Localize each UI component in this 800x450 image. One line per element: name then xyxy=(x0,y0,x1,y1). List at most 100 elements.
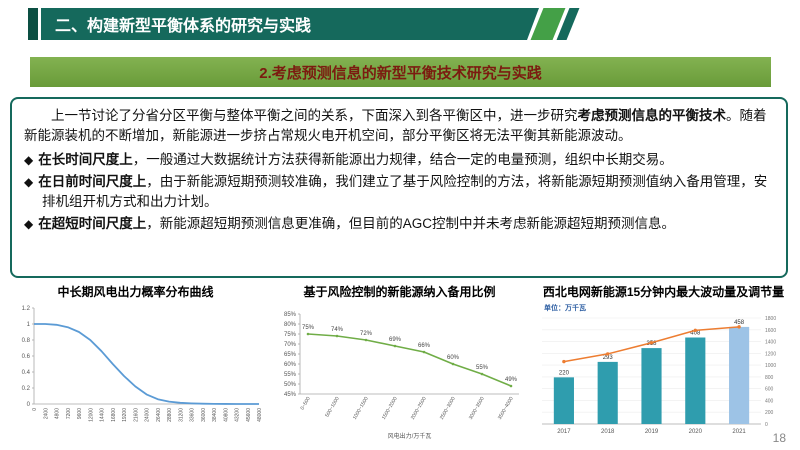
svg-text:0.2: 0.2 xyxy=(22,386,31,392)
svg-text:45600: 45600 xyxy=(246,408,252,422)
svg-text:38400: 38400 xyxy=(212,408,218,422)
slide-subtitle-banner: 2.考虑预测信息的新型平衡技术研究与实践 xyxy=(30,57,771,87)
svg-text:1: 1 xyxy=(27,322,31,328)
svg-text:1000: 1000 xyxy=(765,363,776,369)
svg-text:1.2: 1.2 xyxy=(22,306,31,312)
svg-text:0: 0 xyxy=(32,408,38,411)
svg-text:26400: 26400 xyxy=(156,408,162,422)
intro-bold-phrase: 考虑预测信息的平衡技术 xyxy=(577,108,727,123)
svg-text:12000: 12000 xyxy=(88,408,94,422)
svg-text:16800: 16800 xyxy=(111,408,117,422)
svg-text:60%: 60% xyxy=(284,362,297,368)
chart-title: 基于风险控制的新能源纳入备用比例 xyxy=(303,285,496,299)
svg-text:72%: 72% xyxy=(360,331,373,337)
section-title: 二、构建新型平衡体系的研究与实践 xyxy=(55,18,312,35)
page-number: 18 xyxy=(772,431,786,445)
svg-text:55%: 55% xyxy=(476,365,489,371)
bullet-lead: 在长时间尺度上 xyxy=(38,151,133,167)
svg-text:74%: 74% xyxy=(331,327,344,333)
svg-text:55%: 55% xyxy=(284,372,297,378)
northwest-grid-fluctuation-chart: 西北电网新能源15分钟内最大波动量及调节量 0 200 400 600 800 1000 1… xyxy=(536,284,791,440)
svg-text:3500~4000: 3500~4000 xyxy=(497,396,515,421)
svg-text:0: 0 xyxy=(27,402,31,408)
svg-text:0: 0 xyxy=(765,422,768,428)
svg-text:0.4: 0.4 xyxy=(22,370,31,376)
svg-text:4800: 4800 xyxy=(55,408,61,419)
svg-text:31200: 31200 xyxy=(178,408,184,422)
svg-text:1000~1500: 1000~1500 xyxy=(352,396,370,421)
bullet-item-ultra-short-timescale: ◆ 在超短时间尺度上，新能源超短期预测信息更准确，但目前的AGC控制中并未考虑新能… xyxy=(24,214,774,234)
svg-text:43200: 43200 xyxy=(235,408,241,422)
svg-text:0~500: 0~500 xyxy=(300,396,312,411)
svg-text:69%: 69% xyxy=(389,337,402,343)
svg-text:1800: 1800 xyxy=(765,316,776,322)
svg-text:风电出力/万千瓦: 风电出力/万千瓦 xyxy=(388,432,432,440)
bullet-diamond-icon: ◆ xyxy=(24,217,34,232)
section-header-background: 二、构建新型平衡体系的研究与实践 xyxy=(41,8,539,40)
svg-text:33600: 33600 xyxy=(190,408,196,422)
section-header-banner: 二、构建新型平衡体系的研究与实践 xyxy=(28,8,580,40)
svg-text:单位：万千瓦: 单位：万千瓦 xyxy=(544,303,586,312)
svg-text:48000: 48000 xyxy=(257,408,263,422)
svg-text:75%: 75% xyxy=(302,325,315,331)
svg-text:400: 400 xyxy=(765,398,774,404)
intro-text-2: 。随着新能源装机的不断增加，新能源进一步挤占常规火电开机空间，部分平衡区将无法平… xyxy=(24,108,767,144)
content-box: 上一节讨论了分省分区平衡与整体平衡之间的关系，下面深入到各平衡区中，进一步研究考… xyxy=(10,97,788,278)
svg-text:1600: 1600 xyxy=(765,328,776,334)
svg-text:1400: 1400 xyxy=(765,340,776,346)
svg-text:3000~3500: 3000~3500 xyxy=(468,396,486,421)
svg-text:1200: 1200 xyxy=(765,351,776,357)
bullet-item-long-timescale: ◆ 在长时间尺度上，一般通过大数据统计方法获得新能源出力规律，结合一定的电量预测，… xyxy=(24,150,774,170)
svg-text:9600: 9600 xyxy=(77,408,83,419)
bullet-text: ，新能源超短期预测信息更准确，但目前的AGC控制中并未考虑新能源超短期预测信息。 xyxy=(146,216,675,232)
northwest-grid-fluctuation-chart-canvas: 0 200 400 600 800 1000 1200 1400 1600 1800 220 2017… xyxy=(542,303,776,435)
bullet-diamond-icon: ◆ xyxy=(24,152,34,167)
svg-text:2018: 2018 xyxy=(601,429,615,435)
svg-text:21600: 21600 xyxy=(133,408,139,422)
svg-text:75%: 75% xyxy=(284,332,297,338)
header-accent-bar xyxy=(28,8,38,40)
svg-text:45%: 45% xyxy=(284,392,297,398)
svg-text:200: 200 xyxy=(765,410,774,416)
svg-text:2019: 2019 xyxy=(645,429,659,435)
bullet-item-day-ahead-timescale: ◆ 在日前时间尺度上，由于新能源短期预测较准确，我们建立了基于风险控制的方法，将新… xyxy=(24,172,774,213)
svg-text:1500~2000: 1500~2000 xyxy=(381,396,399,421)
svg-text:0.6: 0.6 xyxy=(22,354,31,360)
svg-text:2000~2500: 2000~2500 xyxy=(410,396,428,421)
svg-text:40800: 40800 xyxy=(223,408,229,422)
bullet-lead: 在日前时间尺度上 xyxy=(38,173,147,189)
svg-text:500~1000: 500~1000 xyxy=(324,396,340,419)
chart-title: 中长期风电出力概率分布曲线 xyxy=(57,285,214,299)
svg-text:458: 458 xyxy=(734,320,745,326)
intro-text-1: 上一节讨论了分省分区平衡与整体平衡之间的关系，下面深入到各平衡区中，进一步研究 xyxy=(51,108,578,123)
svg-text:36000: 36000 xyxy=(201,408,207,422)
reserve-ratio-chart: 基于风险控制的新能源纳入备用比例 45% 50% 55% 60% 65% 70% 75% 80… xyxy=(272,284,527,440)
bullet-diamond-icon: ◆ xyxy=(24,174,34,189)
wind-probability-chart-canvas: 0 0.2 0.4 0.6 0.8 1 1.2 0 2400 4800 7200 9600 12000 1… xyxy=(22,306,263,422)
svg-text:800: 800 xyxy=(765,375,774,381)
svg-text:2017: 2017 xyxy=(557,429,571,435)
svg-text:19200: 19200 xyxy=(122,408,128,422)
svg-text:80%: 80% xyxy=(284,322,297,328)
svg-text:60%: 60% xyxy=(447,355,460,361)
bullet-text: ，一般通过大数据统计方法获得新能源出力规律，结合一定的电量预测，组织中长期交易。 xyxy=(132,151,673,167)
svg-text:7200: 7200 xyxy=(66,408,72,419)
svg-text:2500~3000: 2500~3000 xyxy=(439,396,457,421)
slide-subtitle: 2.考虑预测信息的新型平衡技术研究与实践 xyxy=(259,64,542,82)
svg-text:2021: 2021 xyxy=(732,429,746,435)
chart-title: 西北电网新能源15分钟内最大波动量及调节量 xyxy=(542,285,785,299)
svg-text:600: 600 xyxy=(765,387,774,393)
svg-text:293: 293 xyxy=(603,355,614,361)
svg-text:85%: 85% xyxy=(284,312,297,318)
svg-text:50%: 50% xyxy=(284,382,297,388)
svg-text:2020: 2020 xyxy=(689,429,703,435)
charts-row: 中长期风电出力概率分布曲线 0 0.2 0.4 0.6 0.8 1 1.2 0 2400 4800… xyxy=(8,284,791,440)
svg-text:65%: 65% xyxy=(284,352,297,358)
svg-text:28800: 28800 xyxy=(167,408,173,422)
svg-text:66%: 66% xyxy=(418,343,431,349)
svg-text:24000: 24000 xyxy=(145,408,151,422)
bullet-lead: 在超短时间尺度上 xyxy=(38,216,147,232)
svg-text:14400: 14400 xyxy=(100,408,106,422)
svg-text:2400: 2400 xyxy=(43,408,49,419)
svg-text:70%: 70% xyxy=(284,342,297,348)
